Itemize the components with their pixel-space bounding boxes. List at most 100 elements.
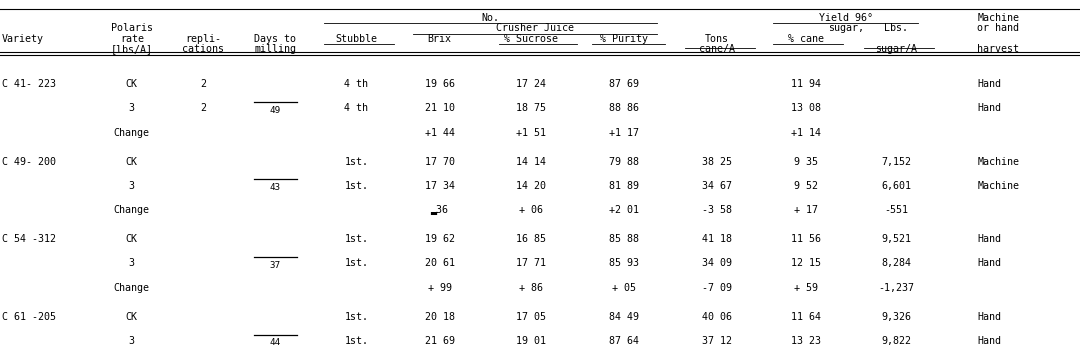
Text: 17 05: 17 05 [516,312,546,322]
Text: 11 64: 11 64 [791,312,821,322]
Text: 4 th: 4 th [345,103,368,113]
Text: Hand: Hand [977,312,1001,322]
Text: 9,521: 9,521 [881,234,912,244]
Text: 18 75: 18 75 [516,103,546,113]
Text: CK: CK [125,157,138,167]
Text: -3 58: -3 58 [702,205,732,215]
Text: Tons: Tons [705,34,729,44]
Text: Machine: Machine [977,181,1020,191]
Text: % cane: % cane [787,34,824,44]
Text: 6,601: 6,601 [881,181,912,191]
Text: [lbs/A]: [lbs/A] [111,44,152,54]
Text: 16 85: 16 85 [516,234,546,244]
Text: or hand: or hand [977,23,1020,33]
Text: 85 88: 85 88 [609,234,639,244]
Text: Polaris: Polaris [111,23,152,33]
Text: rate: rate [120,34,144,44]
Text: C 61 -205: C 61 -205 [2,312,56,322]
Text: Hand: Hand [977,103,1001,113]
Text: repli-: repli- [185,34,221,44]
Text: + 05: + 05 [612,283,636,293]
Text: 17 24: 17 24 [516,79,546,89]
Text: -7 09: -7 09 [702,283,732,293]
Text: 3: 3 [129,181,135,191]
Text: -1,237: -1,237 [878,283,915,293]
Text: Brix: Brix [428,34,451,44]
Text: sugar,: sugar, [827,23,864,33]
Text: CK: CK [125,312,138,322]
Text: + 86: + 86 [519,283,543,293]
Text: Machine: Machine [977,13,1020,23]
Text: 17 34: 17 34 [424,181,455,191]
Text: 13 23: 13 23 [791,336,821,346]
Text: 88 86: 88 86 [609,103,639,113]
Text: 44: 44 [270,338,281,347]
Text: 85 93: 85 93 [609,258,639,269]
Text: 1st.: 1st. [345,157,368,167]
Text: Change: Change [113,283,150,293]
Text: % Purity: % Purity [600,34,648,44]
Text: 49: 49 [270,106,281,115]
Text: cations: cations [183,44,224,54]
Text: Variety: Variety [2,34,44,44]
Text: 21 69: 21 69 [424,336,455,346]
Text: 37 12: 37 12 [702,336,732,346]
Text: 20 61: 20 61 [424,258,455,269]
Text: 3: 3 [129,258,135,269]
Text: -551: -551 [885,205,908,215]
Text: + 17: + 17 [794,205,818,215]
Text: 9 35: 9 35 [794,157,818,167]
Text: 40 06: 40 06 [702,312,732,322]
Text: 87 69: 87 69 [609,79,639,89]
Text: Change: Change [113,205,150,215]
Text: +1 51: +1 51 [516,128,546,138]
Text: +1 17: +1 17 [609,128,639,138]
Text: +1 44: +1 44 [424,128,455,138]
Text: 1st.: 1st. [345,181,368,191]
Text: 2: 2 [200,79,206,89]
Text: % Sucrose: % Sucrose [504,34,558,44]
Text: 41 18: 41 18 [702,234,732,244]
Text: 34 67: 34 67 [702,181,732,191]
Text: C 54 -312: C 54 -312 [2,234,56,244]
Text: milling: milling [255,44,296,54]
Text: 3: 3 [129,336,135,346]
Text: 87 64: 87 64 [609,336,639,346]
Text: +2 01: +2 01 [609,205,639,215]
Text: 1st.: 1st. [345,312,368,322]
Text: 19 01: 19 01 [516,336,546,346]
Text: Hand: Hand [977,79,1001,89]
Text: 43: 43 [270,183,281,192]
Text: 11 94: 11 94 [791,79,821,89]
Text: No.: No. [482,13,499,23]
Text: + 59: + 59 [794,283,818,293]
Text: 9 52: 9 52 [794,181,818,191]
Text: 20 18: 20 18 [424,312,455,322]
Text: 3: 3 [129,103,135,113]
Text: 2: 2 [200,103,206,113]
Text: 34 09: 34 09 [702,258,732,269]
Text: 14 20: 14 20 [516,181,546,191]
Text: +1 14: +1 14 [791,128,821,138]
Text: 8,284: 8,284 [881,258,912,269]
Text: 17 70: 17 70 [424,157,455,167]
Text: 9,326: 9,326 [881,312,912,322]
Text: CK: CK [125,234,138,244]
Text: CK: CK [125,79,138,89]
Text: + 99: + 99 [428,283,451,293]
Text: 79 88: 79 88 [609,157,639,167]
Text: Hand: Hand [977,234,1001,244]
Text: 9,822: 9,822 [881,336,912,346]
Text: C 49- 200: C 49- 200 [2,157,56,167]
Text: 17 71: 17 71 [516,258,546,269]
Text: 1st.: 1st. [345,258,368,269]
Text: sugar/A: sugar/A [876,44,917,54]
Text: 37: 37 [270,261,281,270]
Text: 1st.: 1st. [345,234,368,244]
Text: Change: Change [113,128,150,138]
Text: 1st.: 1st. [345,336,368,346]
Text: Machine: Machine [977,157,1020,167]
Text: 14 14: 14 14 [516,157,546,167]
Text: 4 th: 4 th [345,79,368,89]
Text: 19 66: 19 66 [424,79,455,89]
